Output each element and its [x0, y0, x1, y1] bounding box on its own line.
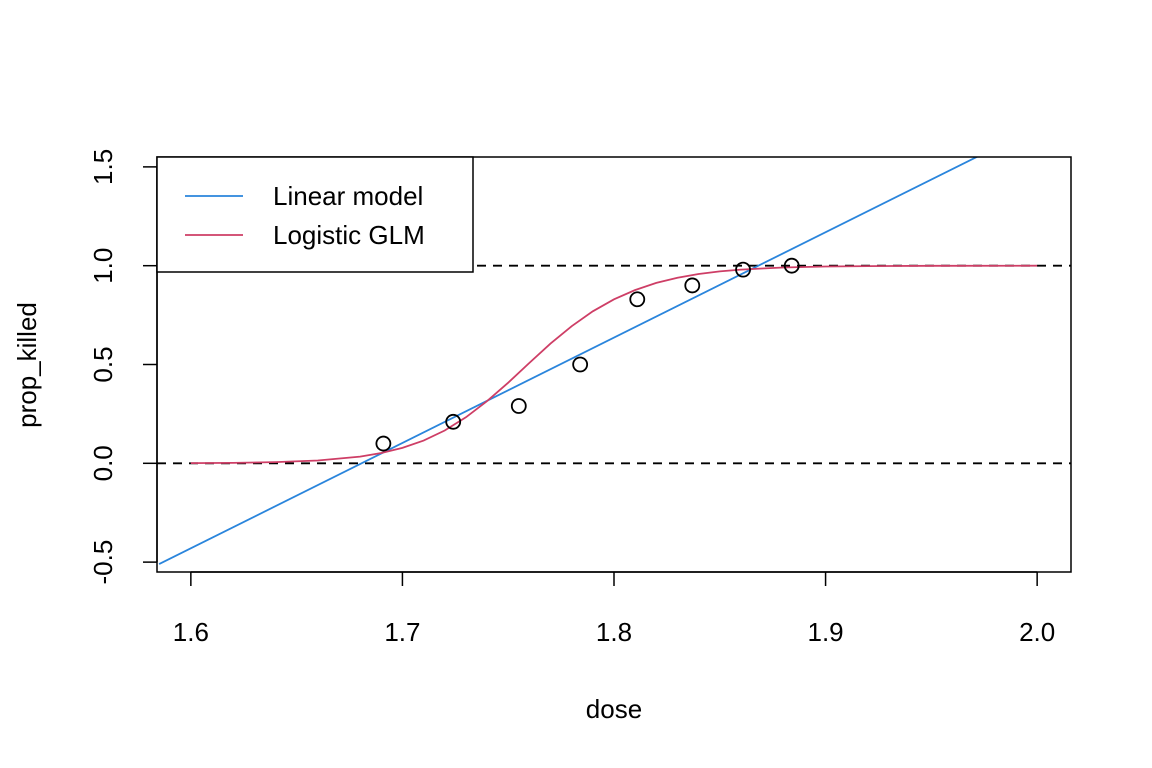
data-point — [572, 356, 589, 373]
data-points — [375, 257, 800, 452]
legend: Linear model Logistic GLM — [156, 156, 474, 273]
y-tick-label: -0.5 — [88, 540, 118, 585]
data-point — [783, 257, 800, 274]
data-point — [735, 261, 751, 278]
data-point — [445, 413, 462, 430]
y-axis-title: prop_killed — [12, 302, 42, 428]
y-tick-label: 1.0 — [88, 248, 118, 284]
legend-label-logistic-glm: Logistic GLM — [273, 220, 425, 250]
data-point — [375, 435, 392, 452]
x-tick-label: 1.9 — [807, 617, 843, 647]
data-point — [510, 398, 527, 414]
y-axis: -0.5 0.0 0.5 1.0 1.5 — [88, 149, 158, 585]
series-line-linear-model — [158, 157, 979, 565]
x-tick-label: 1.7 — [384, 617, 420, 647]
legend-box — [156, 156, 474, 273]
y-tick-label: 1.5 — [88, 149, 118, 185]
data-point — [629, 291, 646, 308]
reference-lines — [157, 264, 1071, 465]
x-tick-label: 2.0 — [1019, 617, 1055, 647]
legend-label-linear-model: Linear model — [273, 181, 423, 211]
x-tick-label: 1.6 — [173, 617, 209, 647]
x-tick-label: 1.8 — [596, 617, 632, 647]
y-tick-label: 0.5 — [88, 346, 118, 382]
data-point — [684, 277, 701, 294]
series-line-logistic-glm — [190, 264, 1038, 464]
x-axis: 1.6 1.7 1.8 1.9 2.0 — [173, 571, 1055, 647]
y-tick-label: 0.0 — [88, 445, 118, 481]
series-lines — [158, 157, 1038, 565]
x-axis-title: dose — [586, 694, 642, 724]
